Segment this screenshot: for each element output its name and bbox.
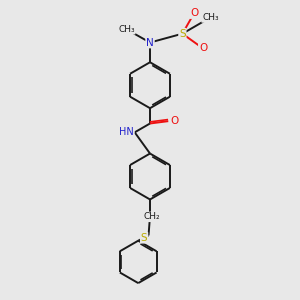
Text: HN: HN: [119, 127, 134, 137]
Text: N: N: [146, 38, 154, 47]
Text: O: O: [171, 116, 179, 126]
Text: CH₂: CH₂: [143, 212, 160, 221]
Text: O: O: [199, 44, 207, 53]
Text: S: S: [179, 29, 186, 39]
Text: S: S: [141, 233, 147, 243]
Text: O: O: [190, 8, 198, 18]
Text: CH₃: CH₃: [202, 13, 219, 22]
Text: CH₃: CH₃: [118, 25, 135, 34]
